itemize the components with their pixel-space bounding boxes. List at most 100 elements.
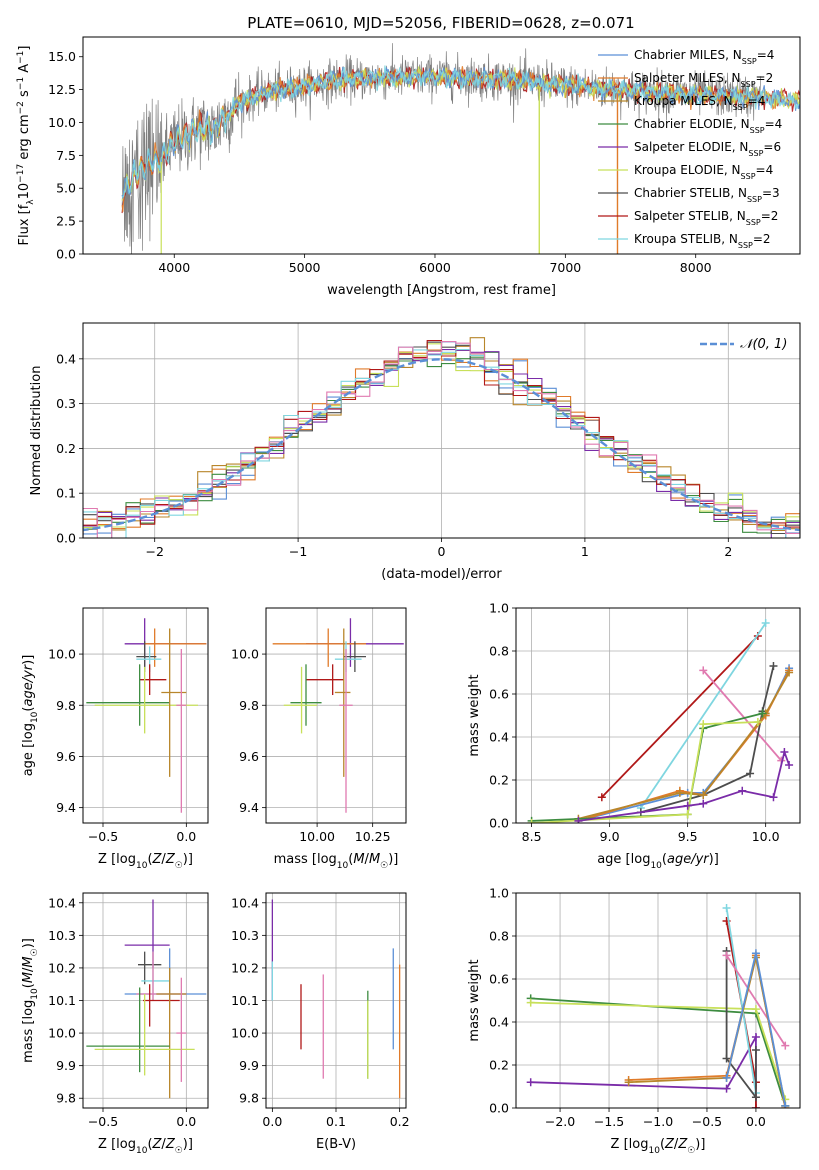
mass-weight-marker (526, 1078, 535, 1087)
y-tick-label: 0.4 (56, 351, 76, 366)
mass-weight-marker (699, 799, 708, 808)
y-tick-label: 0.8 (489, 929, 509, 944)
legend-label: Kroupa ELODIE, NSSP=4 (634, 163, 773, 181)
y-tick-label: 9.4 (239, 800, 259, 815)
mass-weight-line (725, 907, 757, 1094)
error-point (124, 899, 170, 968)
mass-weight-marker (738, 786, 747, 795)
x-tick-label: 0.0 (262, 1114, 282, 1129)
mass-weight-line (531, 721, 758, 823)
x-tick-label: 9.5 (678, 829, 698, 844)
label-part: ☉ (175, 861, 183, 871)
legend-sub: SSP (742, 57, 757, 66)
mass-weight-marker (751, 1045, 760, 1054)
mass-weight-marker (574, 816, 583, 823)
mass-weight-marker (722, 1054, 731, 1063)
legend-text: Chabrier STELIB, N (634, 186, 747, 200)
x-tick-label: 4000 (158, 260, 190, 275)
x-tick-label: 1 (581, 544, 589, 559)
mass-weight-marker (751, 1093, 760, 1102)
label-part: −2 (16, 101, 26, 114)
y-axis-label: Normed distribution (29, 366, 44, 496)
panel-massweight_vs_age: 8.5 9.0 9.5 10.0 0.0 0.2 0.4 0.6 0.8 1.0 age [log1… (467, 601, 801, 871)
y-tick-label: 0.4 (489, 730, 509, 745)
label-part: A (17, 64, 32, 77)
grid (83, 893, 208, 1108)
error-point (94, 666, 198, 734)
panel-spectrum: 4000 5000 6000 7000 8000 0.0 2.5 5.0 7.5 10.0 12.5… (16, 36, 801, 298)
mass-weight-marker (683, 801, 692, 810)
x-axis-label: Z [log10(Z/Z☉)] (98, 852, 193, 871)
model-spectrum (121, 65, 800, 198)
error-point (176, 977, 187, 1082)
error-point (334, 628, 351, 777)
y-tick-label: 9.4 (56, 800, 76, 815)
y-tick-label: 9.8 (56, 698, 76, 713)
y-axis-label: Flux [fλ10−17 erg cm−2 s−1 A−1] (16, 46, 36, 246)
plot-area (86, 899, 207, 1099)
y-tick-label: 9.9 (56, 1058, 76, 1073)
legend-label: Salpeter MILES, NSSP=2 (634, 71, 773, 89)
label-part: ( (662, 852, 667, 867)
x-tick-label: −1 (289, 544, 307, 559)
label-part: / (674, 1137, 679, 1152)
mass-weight-marker (781, 1041, 790, 1050)
axes-frame (515, 607, 801, 824)
x-tick-label: 6000 (419, 260, 451, 275)
label-part: / (161, 1137, 166, 1152)
label-part: 10 (648, 1146, 660, 1156)
y-tick-label: 0.4 (489, 1015, 509, 1030)
legend-text: =4 (757, 48, 775, 62)
figure-title: PLATE=0610, MJD=52056, FIBERID=0628, z=0… (247, 14, 634, 32)
label-part: age/yr (21, 663, 36, 706)
plot-area (272, 618, 404, 813)
panel-massweight_vs_Z: −2.0 −1.5 −1.0 −0.5 0.0 0.0 0.2 0.4 0.6 0.8 1.0 Z [… (467, 886, 801, 1156)
mass-weight-marker (526, 998, 535, 1007)
error-point (139, 664, 167, 696)
y-tick-label: 0.2 (56, 441, 76, 456)
label-part: erg cm (17, 114, 32, 163)
label-part: age [log (597, 852, 650, 867)
legend-sub: SSP (733, 103, 748, 112)
y-axis-label: mass weight (467, 959, 482, 1041)
x-tick-label: −1.5 (594, 1114, 624, 1129)
x-axis-label: (data-model)/error (381, 567, 502, 582)
mass-weight-marker (699, 791, 708, 800)
legend-label: Salpeter STELIB, NSSP=2 (634, 209, 778, 227)
x-tick-label: 8000 (680, 260, 712, 275)
mass-weight-line (702, 669, 782, 762)
legend-text: =4 (748, 94, 766, 108)
label-part: )] (21, 938, 36, 948)
label-part: ☉ (175, 1146, 183, 1156)
y-tick-label: 0.3 (56, 396, 76, 411)
mass-weight-marker (758, 709, 767, 718)
legend: 𝒩(0, 1) (700, 337, 787, 352)
legend-sub: SSP (738, 241, 753, 250)
mass-weight-marker (527, 819, 536, 823)
label-part: )] (183, 852, 193, 867)
y-tick-label: 0.0 (56, 247, 76, 262)
x-tick-label: 10.25 (355, 829, 391, 844)
x-tick-label: −1.0 (643, 1114, 673, 1129)
x-tick-label: 0.1 (326, 1114, 346, 1129)
grid (266, 608, 406, 823)
mass-weight-marker (597, 793, 606, 802)
legend-text: =4 (756, 163, 774, 177)
x-axis-label: Z [log10(Z/Z☉)] (98, 1137, 193, 1156)
model-spectrum (121, 66, 800, 199)
y-tick-label: 0.0 (489, 1101, 509, 1116)
mass-weight-marker (675, 788, 684, 797)
label-part: Z (152, 1137, 163, 1152)
y-tick-label: 0.1 (56, 486, 76, 501)
label-part: )] (695, 1137, 705, 1152)
mass-weight-marker (785, 760, 794, 769)
mass-weight-marker (785, 668, 794, 677)
panel-mass_vs_Z: −0.5 0.09.89.910.010.110.210.310.4Z [log1… (21, 892, 209, 1156)
y-tick-label: 10.2 (231, 960, 259, 975)
label-part: )] (183, 1137, 193, 1152)
label-part: Z (152, 852, 163, 867)
mass-weight-marker (781, 1101, 790, 1108)
y-tick-label: 9.8 (56, 1091, 76, 1106)
y-tick-label: 10.4 (48, 895, 76, 910)
